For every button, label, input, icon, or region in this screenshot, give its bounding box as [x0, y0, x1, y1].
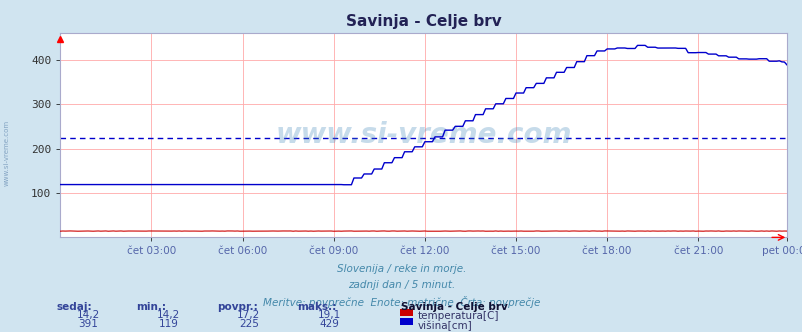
Text: 17,2: 17,2	[237, 310, 260, 320]
Text: 119: 119	[159, 319, 178, 329]
Text: Savinja - Celje brv: Savinja - Celje brv	[401, 302, 508, 312]
Text: 225: 225	[239, 319, 258, 329]
Text: višina[cm]: višina[cm]	[417, 320, 472, 331]
Text: 14,2: 14,2	[77, 310, 99, 320]
Text: maks.:: maks.:	[297, 302, 336, 312]
Text: 14,2: 14,2	[157, 310, 180, 320]
Text: temperatura[C]: temperatura[C]	[417, 311, 498, 321]
Text: min.:: min.:	[136, 302, 166, 312]
Text: www.si-vreme.com: www.si-vreme.com	[275, 121, 571, 149]
Text: Slovenija / reke in morje.: Slovenija / reke in morje.	[336, 264, 466, 274]
Text: 391: 391	[79, 319, 98, 329]
Text: www.si-vreme.com: www.si-vreme.com	[3, 120, 10, 186]
Text: povpr.:: povpr.:	[217, 302, 257, 312]
Text: Meritve: povprečne  Enote: metrične  Črta: povprečje: Meritve: povprečne Enote: metrične Črta:…	[262, 296, 540, 308]
Text: sedaj:: sedaj:	[56, 302, 91, 312]
Text: 429: 429	[319, 319, 338, 329]
Text: 19,1: 19,1	[318, 310, 340, 320]
Title: Savinja - Celje brv: Savinja - Celje brv	[346, 14, 500, 29]
Text: zadnji dan / 5 minut.: zadnji dan / 5 minut.	[347, 280, 455, 290]
